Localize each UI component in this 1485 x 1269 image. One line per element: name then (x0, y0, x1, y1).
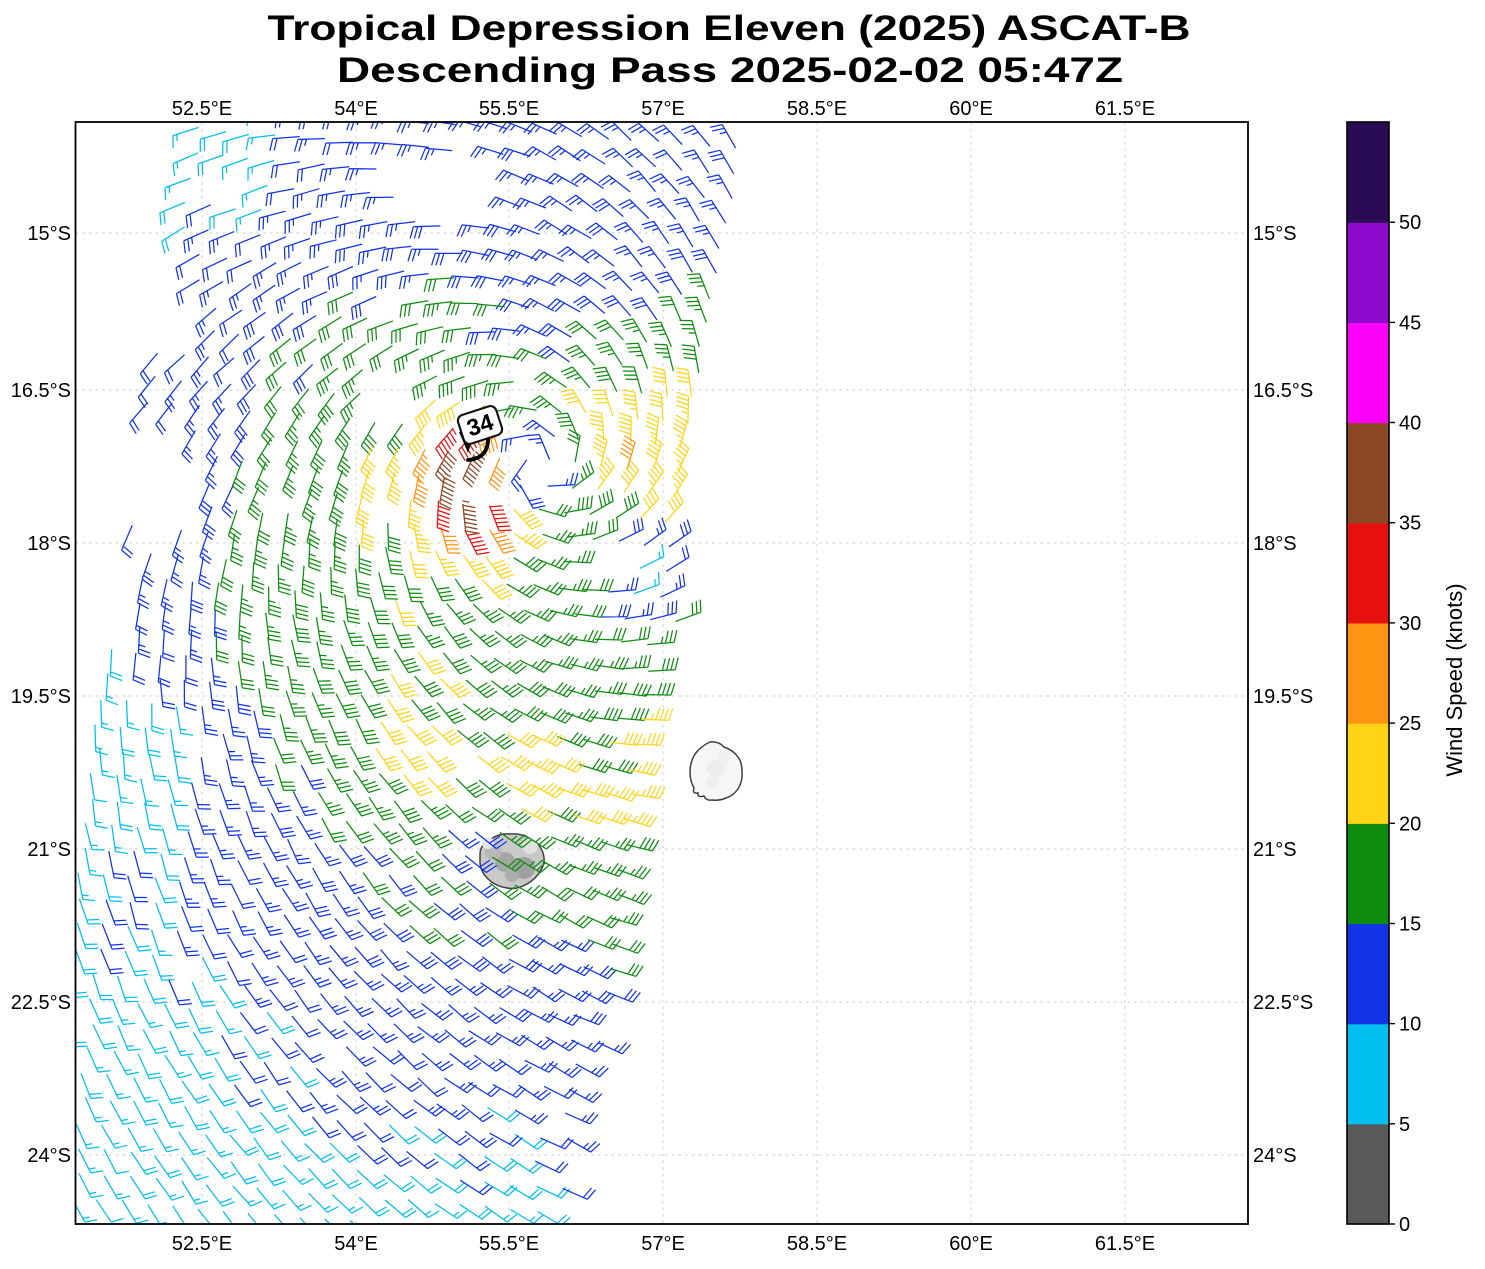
svg-text:61.5°E: 61.5°E (1095, 98, 1155, 120)
svg-text:20: 20 (1399, 813, 1421, 835)
svg-text:57°E: 57°E (641, 98, 685, 120)
svg-text:21°S: 21°S (1253, 839, 1297, 861)
svg-text:Descending Pass 2025-02-02 05:: Descending Pass 2025-02-02 05:47Z (337, 51, 1123, 90)
svg-text:58.5°E: 58.5°E (787, 98, 847, 120)
svg-text:55.5°E: 55.5°E (479, 98, 539, 120)
svg-text:0: 0 (1399, 1214, 1410, 1236)
svg-text:40: 40 (1399, 413, 1421, 435)
svg-text:15°S: 15°S (27, 223, 71, 245)
svg-text:61.5°E: 61.5°E (1095, 1233, 1155, 1255)
svg-text:10: 10 (1399, 1014, 1421, 1036)
svg-text:55.5°E: 55.5°E (479, 1233, 539, 1255)
svg-text:52.5°E: 52.5°E (172, 98, 232, 120)
svg-text:22.5°S: 22.5°S (11, 992, 71, 1014)
svg-text:24°S: 24°S (1253, 1145, 1297, 1167)
svg-text:52.5°E: 52.5°E (172, 1233, 232, 1255)
svg-text:25: 25 (1399, 713, 1421, 735)
svg-text:Tropical Depression Eleven (20: Tropical Depression Eleven (2025) ASCAT-… (268, 9, 1191, 48)
svg-text:21°S: 21°S (27, 839, 71, 861)
svg-text:57°E: 57°E (641, 1233, 685, 1255)
svg-text:30: 30 (1399, 613, 1421, 635)
svg-text:54°E: 54°E (334, 98, 378, 120)
svg-text:45: 45 (1399, 312, 1421, 334)
svg-text:35: 35 (1399, 513, 1421, 535)
svg-text:16.5°S: 16.5°S (11, 380, 71, 402)
svg-text:Wind Speed (knots): Wind Speed (knots) (1442, 583, 1467, 776)
svg-text:24°S: 24°S (27, 1145, 71, 1167)
svg-text:54°E: 54°E (334, 1233, 378, 1255)
svg-text:19.5°S: 19.5°S (1253, 686, 1313, 708)
svg-text:19.5°S: 19.5°S (11, 686, 71, 708)
svg-text:16.5°S: 16.5°S (1253, 380, 1313, 402)
svg-text:58.5°E: 58.5°E (787, 1233, 847, 1255)
svg-text:50: 50 (1399, 212, 1421, 234)
svg-text:5: 5 (1399, 1114, 1410, 1136)
svg-text:60°E: 60°E (949, 98, 993, 120)
svg-text:15°S: 15°S (1253, 223, 1297, 245)
svg-text:18°S: 18°S (1253, 533, 1297, 555)
svg-text:18°S: 18°S (27, 533, 71, 555)
svg-text:15: 15 (1399, 914, 1421, 936)
svg-text:22.5°S: 22.5°S (1253, 992, 1313, 1014)
svg-text:60°E: 60°E (949, 1233, 993, 1255)
